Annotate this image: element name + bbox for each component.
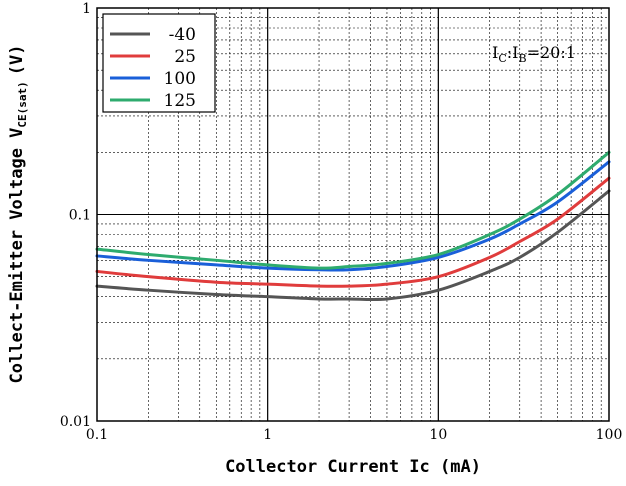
series-line-25 <box>95 176 611 288</box>
legend-label: 100 <box>164 69 196 89</box>
legend-label: 125 <box>164 91 196 111</box>
plot-frame <box>96 7 610 422</box>
series-group <box>95 150 611 302</box>
y-tick-label: 0.01 <box>60 414 91 430</box>
x-tick-label: 100 <box>596 427 623 443</box>
y-axis-title: Collect-Emitter Voltage VCE(sat)(V) <box>7 45 29 384</box>
legend-label: 25 <box>174 47 196 67</box>
y-tick-label: 0.1 <box>69 208 91 224</box>
series-line-100 <box>95 160 611 272</box>
series-line-125 <box>95 150 611 270</box>
x-axis-title: Collector Current Ic (mA) <box>225 457 481 477</box>
y-tick-label: 1 <box>82 1 91 17</box>
x-tick-label: 10 <box>429 427 447 443</box>
x-tick-label: 1 <box>263 427 272 443</box>
legend-box <box>102 13 216 113</box>
ratio-annotation: IC:IB=20:1 <box>492 43 576 65</box>
legend-label: -40 <box>169 25 196 45</box>
series-line-m40 <box>95 189 611 302</box>
x-tick-label: 0.1 <box>86 427 108 443</box>
